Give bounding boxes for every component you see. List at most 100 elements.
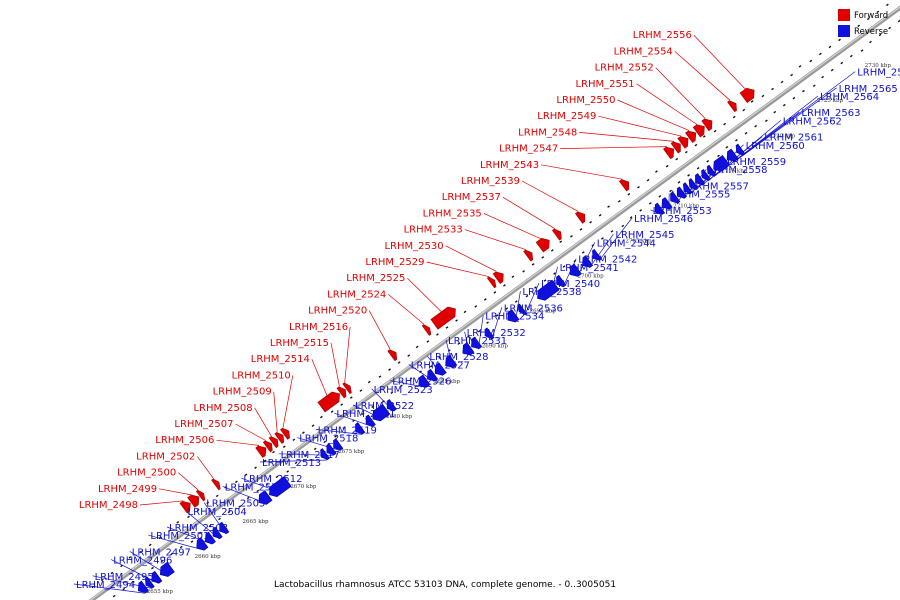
forward-gene-label[interactable]: LRHM_2502 <box>136 451 195 462</box>
forward-gene-arrow[interactable] <box>486 276 497 289</box>
forward-gene-label[interactable]: LRHM_2537 <box>442 192 501 203</box>
reverse-gene-arrow[interactable] <box>726 148 739 162</box>
reverse-gene-arrow[interactable] <box>735 143 746 156</box>
forward-gene-arrow[interactable] <box>492 271 504 285</box>
reverse-gene-arrow[interactable] <box>654 202 665 215</box>
forward-gene-arrow[interactable] <box>551 228 562 241</box>
reverse-gene-label[interactable]: LRHM_2546 <box>634 214 693 225</box>
reverse-gene-arrow[interactable] <box>204 531 216 545</box>
reverse-gene-arrow[interactable] <box>556 274 567 288</box>
reverse-gene-arrow[interactable] <box>333 438 344 451</box>
forward-gene-arrow[interactable] <box>268 436 279 449</box>
forward-gene-label[interactable]: LRHM_2509 <box>213 387 272 398</box>
reverse-gene-arrow[interactable] <box>471 336 483 350</box>
reverse-gene-arrow[interactable] <box>569 263 582 277</box>
reverse-gene-label[interactable]: LRHM_2544 <box>597 238 656 249</box>
forward-gene-label[interactable]: LRHM_2552 <box>595 63 654 74</box>
forward-gene-label[interactable]: LRHM_2514 <box>251 354 310 365</box>
reverse-gene-label[interactable]: LRHM_2501 <box>150 531 209 542</box>
reverse-gene-label[interactable]: LRHM_2566 <box>857 68 900 79</box>
reverse-gene-label[interactable]: LRHM_2536 <box>504 303 563 314</box>
reverse-gene-arrow[interactable] <box>537 279 560 301</box>
forward-gene-arrow[interactable] <box>535 237 550 253</box>
forward-gene-label[interactable]: LRHM_2539 <box>461 176 520 187</box>
reverse-gene-label[interactable]: LRHM_2563 <box>801 108 860 119</box>
reverse-gene-label[interactable]: LRHM_2557 <box>690 181 749 192</box>
reverse-gene-label[interactable]: LRHM_2538 <box>522 287 581 298</box>
reverse-gene-label[interactable]: LRHM_2531 <box>448 336 507 347</box>
reverse-gene-arrow[interactable] <box>582 255 594 268</box>
reverse-gene-arrow[interactable] <box>219 521 230 534</box>
reverse-gene-label[interactable]: LRHM_2541 <box>560 263 619 274</box>
forward-gene-label[interactable]: LRHM_2556 <box>633 30 692 41</box>
reverse-gene-label[interactable]: LRHM_2545 <box>615 230 674 241</box>
reverse-gene-arrow[interactable] <box>706 164 717 177</box>
forward-gene-arrow[interactable] <box>179 500 191 514</box>
reverse-gene-arrow[interactable] <box>484 327 495 340</box>
forward-gene-arrow[interactable] <box>262 440 273 453</box>
reverse-gene-label[interactable]: LRHM_2560 <box>746 141 805 152</box>
reverse-gene-arrow[interactable] <box>418 374 431 388</box>
reverse-gene-arrow[interactable] <box>144 576 155 589</box>
reverse-gene-arrow[interactable] <box>196 537 209 551</box>
reverse-gene-label[interactable]: LRHM_2517 <box>281 450 340 461</box>
reverse-gene-label[interactable]: LRHM_2494 <box>76 580 135 591</box>
reverse-gene-arrow[interactable] <box>355 422 366 435</box>
reverse-gene-label[interactable]: LRHM_2511 <box>225 482 284 493</box>
reverse-gene-label[interactable]: LRHM_2562 <box>783 116 842 127</box>
reverse-gene-label[interactable]: LRHM_2518 <box>299 434 358 445</box>
reverse-gene-label[interactable]: LRHM_2561 <box>764 133 823 144</box>
forward-gene-arrow[interactable] <box>663 146 675 160</box>
reverse-gene-label[interactable]: LRHM_2512 <box>243 474 302 485</box>
forward-gene-arrow[interactable] <box>421 324 432 336</box>
forward-gene-label[interactable]: LRHM_2507 <box>174 419 233 430</box>
forward-gene-label[interactable]: LRHM_2554 <box>614 46 673 57</box>
forward-gene-arrow[interactable] <box>274 432 285 444</box>
reverse-gene-label[interactable]: LRHM_2534 <box>485 312 544 323</box>
forward-gene-label[interactable]: LRHM_2499 <box>98 484 157 495</box>
reverse-gene-arrow[interactable] <box>365 414 376 427</box>
reverse-gene-arrow[interactable] <box>695 173 706 186</box>
forward-gene-label[interactable]: LRHM_2498 <box>79 500 138 511</box>
forward-gene-arrow[interactable] <box>211 478 221 491</box>
gene-arrows[interactable] <box>137 87 755 594</box>
reverse-gene-arrow[interactable] <box>159 561 175 577</box>
forward-gene-label[interactable]: LRHM_2529 <box>365 257 424 268</box>
forward-gene-arrow[interactable] <box>523 249 534 262</box>
forward-gene-label[interactable]: LRHM_2515 <box>270 338 329 349</box>
reverse-gene-arrow[interactable] <box>670 191 681 204</box>
reverse-gene-label[interactable]: LRHM_2495 <box>95 572 154 583</box>
reverse-gene-arrow[interactable] <box>320 448 330 460</box>
reverse-gene-label[interactable]: LRHM_2542 <box>578 255 637 266</box>
reverse-gene-label[interactable]: LRHM_2522 <box>355 401 414 412</box>
gene-labels[interactable]: LRHM_2498 LRHM_2499 LRHM_2500 LRHM_2502 LRHM… <box>76 30 900 591</box>
forward-gene-label[interactable]: LRHM_2500 <box>117 468 176 479</box>
reverse-gene-arrow[interactable] <box>462 342 475 356</box>
forward-gene-arrow[interactable] <box>342 382 352 395</box>
reverse-gene-label[interactable]: LRHM_2558 <box>708 165 767 176</box>
reverse-gene-arrow[interactable] <box>137 580 149 594</box>
forward-gene-arrow[interactable] <box>280 427 290 440</box>
forward-gene-arrow[interactable] <box>255 445 267 458</box>
forward-gene-label[interactable]: LRHM_2530 <box>384 241 443 252</box>
forward-gene-label[interactable]: LRHM_2549 <box>537 111 596 122</box>
reverse-gene-label[interactable]: LRHM_2504 <box>188 507 247 518</box>
reverse-gene-arrow[interactable] <box>592 248 602 261</box>
reverse-gene-label[interactable]: LRHM_2503 <box>169 523 228 534</box>
reverse-gene-arrow[interactable] <box>507 309 520 323</box>
reverse-gene-arrow[interactable] <box>682 182 693 195</box>
forward-gene-label[interactable]: LRHM_2510 <box>232 370 291 381</box>
reverse-gene-arrow[interactable] <box>688 178 699 190</box>
reverse-gene-arrow[interactable] <box>434 362 447 376</box>
forward-gene-arrow[interactable] <box>701 118 713 132</box>
reverse-gene-arrow[interactable] <box>701 168 711 181</box>
reverse-gene-arrow[interactable] <box>151 570 163 584</box>
reverse-gene-arrow[interactable] <box>386 399 397 412</box>
reverse-gene-label[interactable]: LRHM_2523 <box>374 385 433 396</box>
reverse-gene-arrow[interactable] <box>661 197 673 210</box>
reverse-gene-label[interactable]: LRHM_2559 <box>727 157 786 168</box>
forward-gene-arrow[interactable] <box>692 124 705 138</box>
reverse-gene-label[interactable]: LRHM_2505 <box>206 499 265 510</box>
forward-gene-label[interactable]: LRHM_2550 <box>556 95 615 106</box>
forward-gene-arrow[interactable] <box>727 100 737 113</box>
